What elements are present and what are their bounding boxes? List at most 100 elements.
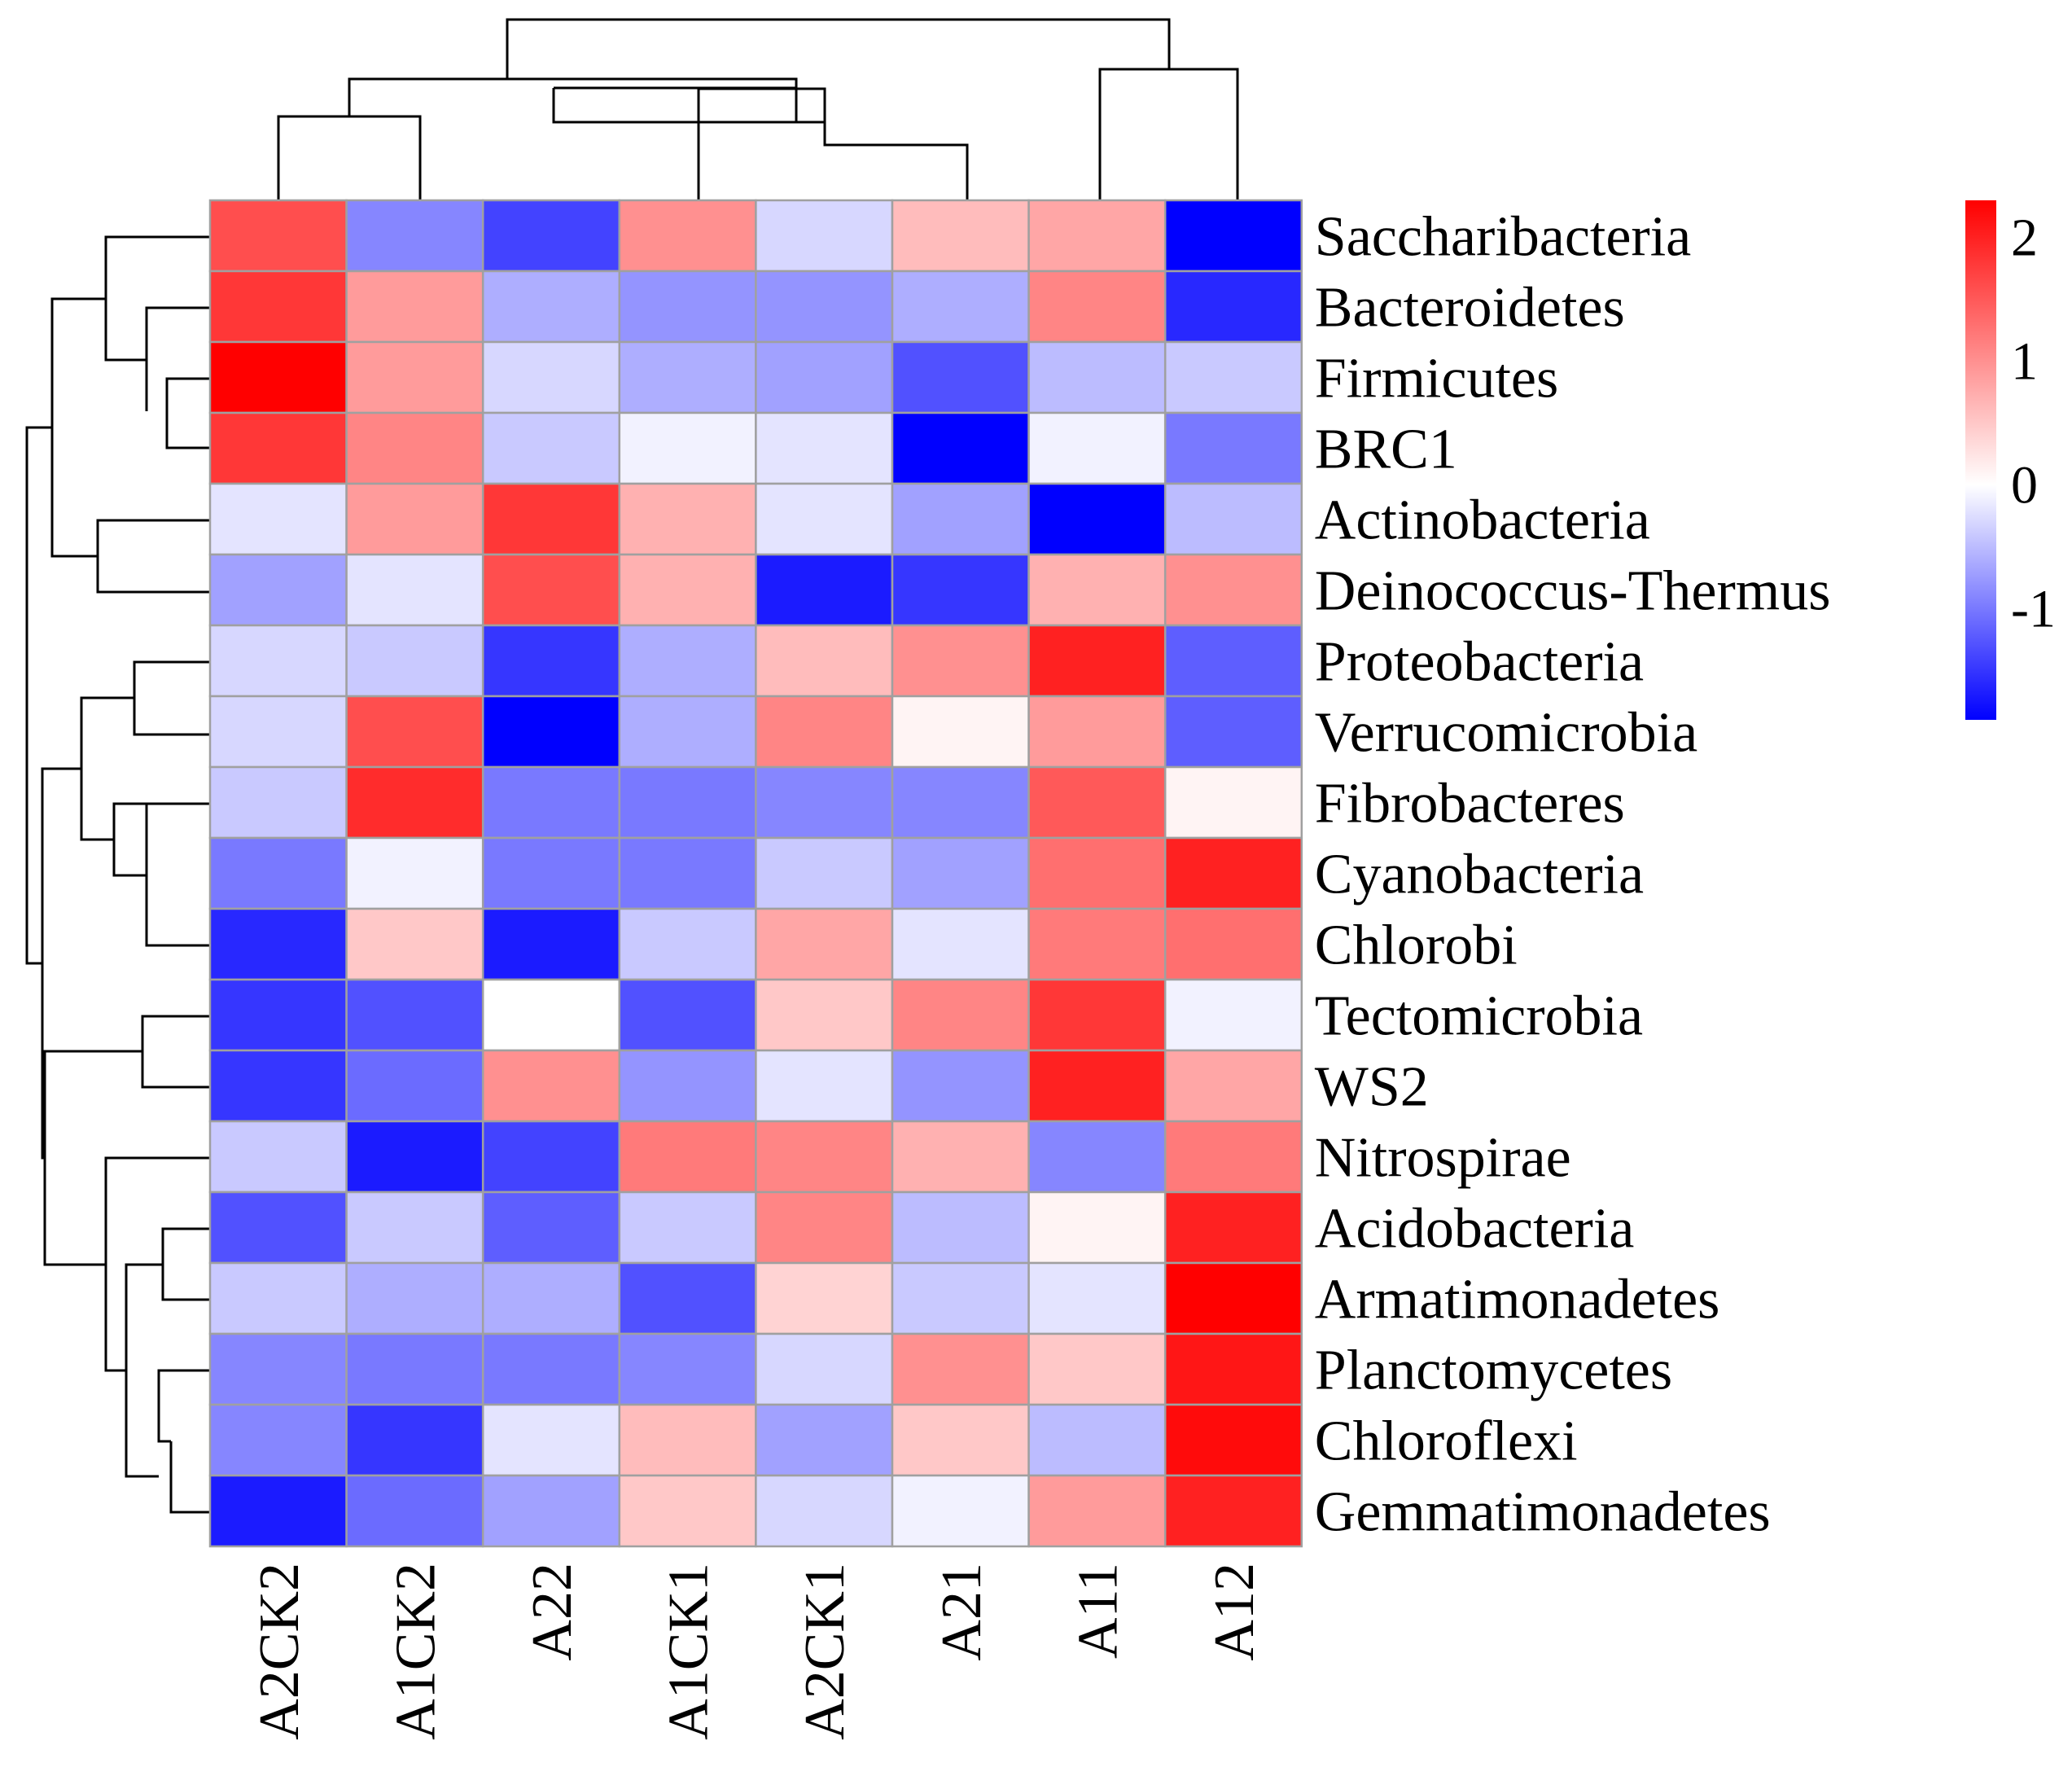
column-label: A2CK2 <box>248 1563 311 1740</box>
heatmap-cell <box>345 553 484 627</box>
heatmap-cell <box>345 1332 484 1406</box>
column-label: A12 <box>1203 1563 1266 1661</box>
heatmap-cell <box>345 340 484 414</box>
heatmap-cell <box>618 1261 757 1335</box>
heatmap-cell <box>618 340 757 414</box>
heatmap-cell <box>345 199 484 273</box>
heatmap-cell <box>891 1191 1030 1265</box>
heatmap-cell <box>345 907 484 981</box>
color-legend: 2 1 0 -1 <box>1965 200 2056 720</box>
legend-tick-label: 2 <box>2011 208 2038 268</box>
heatmap-cell <box>481 553 621 627</box>
heatmap-cell <box>755 836 894 910</box>
heatmap-cell <box>1027 553 1167 627</box>
heatmap-cell <box>1027 340 1167 414</box>
heatmap-cell <box>1163 340 1303 414</box>
heatmap-cell <box>481 836 621 910</box>
row-dendrogram <box>25 235 210 1514</box>
row-label: Actinobacteria <box>1315 489 1650 552</box>
heatmap-cell <box>618 1474 757 1548</box>
heatmap-cell <box>618 1049 757 1123</box>
heatmap-cell <box>1027 1403 1167 1477</box>
row-label: Deinococcus-Thermus <box>1315 560 1831 623</box>
heatmap-cell <box>755 482 894 556</box>
heatmap-cell <box>1163 695 1303 769</box>
heatmap-cell <box>1163 1120 1303 1194</box>
heatmap-cell <box>1163 1049 1303 1123</box>
heatmap-cell <box>1163 482 1303 556</box>
heatmap-cell <box>481 978 621 1052</box>
heatmap-cell <box>345 1261 484 1335</box>
heatmap-cell <box>891 1332 1030 1406</box>
heatmap-cell <box>891 1049 1030 1123</box>
heatmap-cell <box>1163 765 1303 840</box>
column-label: A2CK1 <box>794 1563 856 1740</box>
legend-tick-label: -1 <box>2011 579 2056 638</box>
heatmap-cell <box>618 482 757 556</box>
heatmap-cell <box>481 1474 621 1548</box>
heatmap-cell <box>755 553 894 627</box>
heatmap-cell <box>345 411 484 485</box>
column-label: A1CK1 <box>658 1563 721 1740</box>
heatmap-cell <box>1163 1191 1303 1265</box>
heatmap-cell <box>1027 1261 1167 1335</box>
heatmap-cell <box>618 1403 757 1477</box>
heatmap-cell <box>481 765 621 840</box>
heatmap-cell <box>1163 270 1303 344</box>
heatmap-cells <box>208 199 1303 1548</box>
heatmap-cell <box>208 1403 348 1477</box>
heatmap-cell <box>1027 907 1167 981</box>
heatmap-cell <box>1027 482 1167 556</box>
heatmap-cell <box>1163 624 1303 698</box>
heatmap-cell <box>891 978 1030 1052</box>
heatmap-cell <box>1027 1474 1167 1548</box>
heatmap-cell <box>1163 199 1303 273</box>
heatmap-cell <box>345 695 484 769</box>
row-label: Fibrobacteres <box>1315 773 1625 835</box>
heatmap-cell <box>618 836 757 910</box>
heatmap-cell <box>208 1049 348 1123</box>
heatmap-cell <box>891 1261 1030 1335</box>
heatmap-cell <box>1163 836 1303 910</box>
heatmap-cell <box>1027 1120 1167 1194</box>
heatmap-cell <box>481 695 621 769</box>
heatmap-cell <box>755 978 894 1052</box>
heatmap-cell <box>208 1332 348 1406</box>
heatmap-cell <box>481 270 621 344</box>
row-label: Tectomicrobia <box>1315 985 1643 1048</box>
heatmap-cell <box>891 482 1030 556</box>
heatmap-cell <box>208 1474 348 1548</box>
column-label: A21 <box>931 1563 993 1661</box>
row-label: Cyanobacteria <box>1315 844 1644 906</box>
heatmap-cell <box>891 695 1030 769</box>
heatmap-cell <box>1163 1474 1303 1548</box>
heatmap-cell <box>1027 695 1167 769</box>
heatmap-cell <box>345 836 484 910</box>
heatmap-cell <box>208 199 348 273</box>
heatmap-cell <box>891 836 1030 910</box>
heatmap-cell <box>755 1049 894 1123</box>
heatmap-cell <box>891 553 1030 627</box>
heatmap-cell <box>755 1332 894 1406</box>
row-label: Chloroflexi <box>1315 1410 1578 1473</box>
heatmap-cell <box>1027 765 1167 840</box>
row-label: Gemmatimonadetes <box>1315 1481 1771 1544</box>
column-label: A22 <box>521 1563 584 1661</box>
heatmap-cell <box>755 1261 894 1335</box>
heatmap-cell <box>208 270 348 344</box>
heatmap-cell <box>208 553 348 627</box>
heatmap-cell <box>618 1332 757 1406</box>
heatmap-cell <box>891 340 1030 414</box>
heatmap-cell <box>755 270 894 344</box>
heatmap-cell <box>618 1191 757 1265</box>
heatmap-cell <box>1163 1332 1303 1406</box>
heatmap-cell <box>208 836 348 910</box>
heatmap-cell <box>208 340 348 414</box>
column-labels: A2CK2 A1CK2 A22 A1CK1 A2CK1 A21 A11 A12 <box>248 1563 1266 1740</box>
column-dendrogram <box>277 18 1239 200</box>
row-label: Verrucomicrobia <box>1315 702 1697 765</box>
row-label: Acidobacteria <box>1315 1198 1635 1261</box>
heatmap-cell <box>481 340 621 414</box>
heatmap-cell <box>1027 836 1167 910</box>
